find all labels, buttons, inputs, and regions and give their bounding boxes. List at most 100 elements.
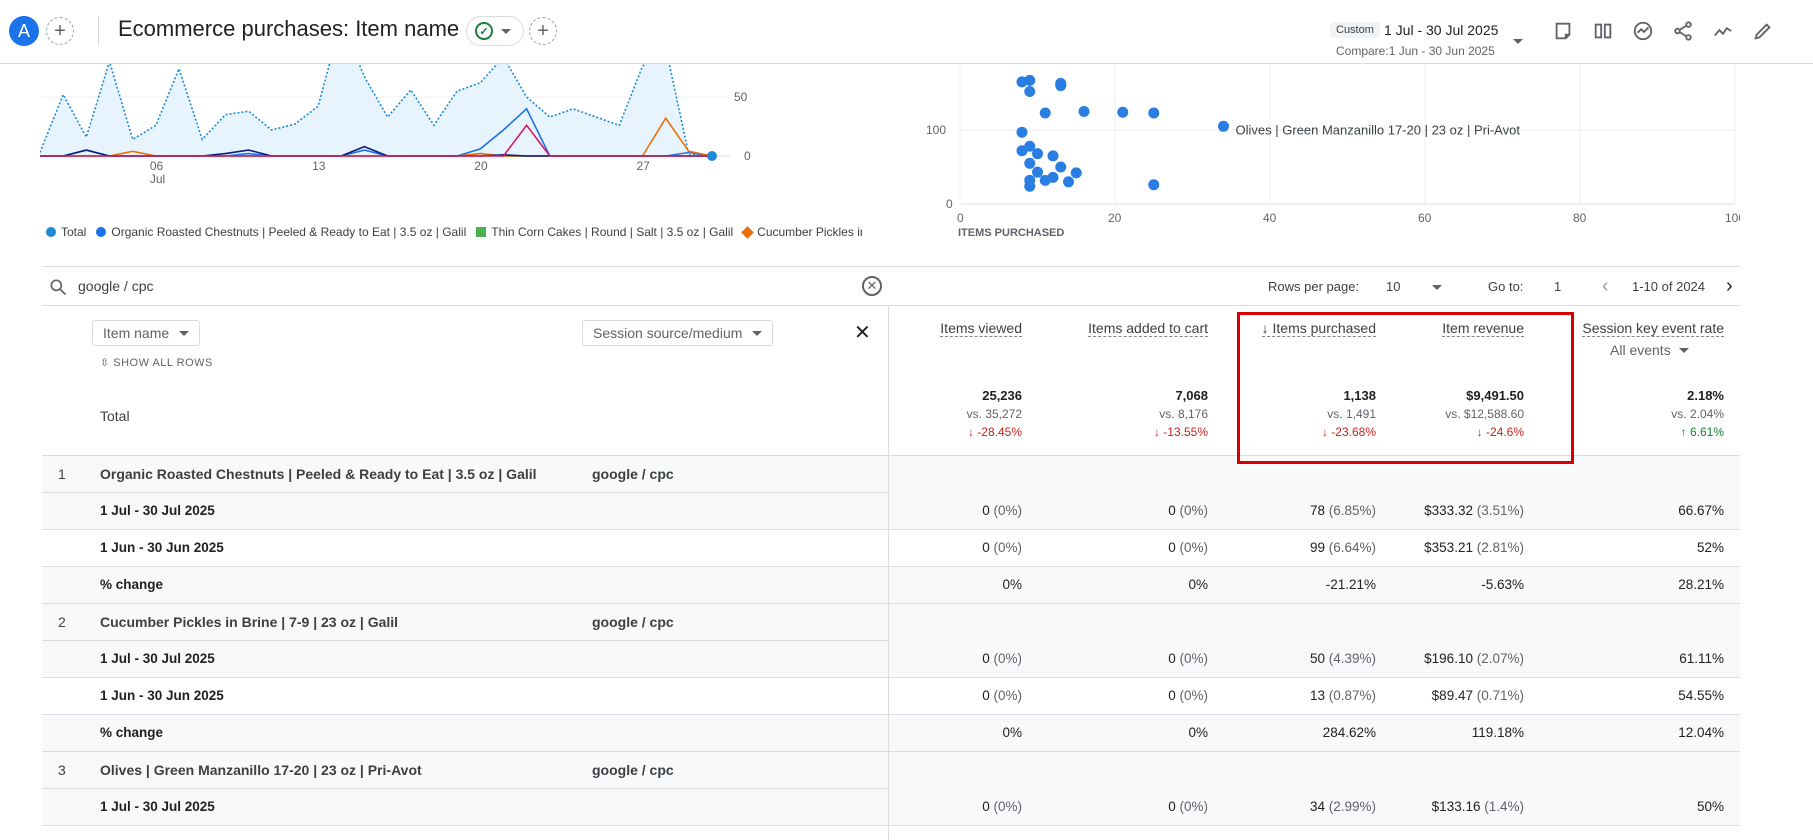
header-item-revenue[interactable]: Item revenue [1442, 320, 1524, 337]
total-compare-value: vs. 2.04% [1671, 407, 1724, 421]
add-filter-icon[interactable]: + [529, 17, 557, 45]
key-event-dropdown[interactable]: All events [1610, 342, 1689, 358]
metric-cell: 52% [1564, 540, 1724, 555]
metric-share: (4.39%) [1324, 651, 1376, 666]
legend-item[interactable]: Organic Roasted Chestnuts | Peeled & Rea… [96, 225, 466, 239]
metric-value: 0 [1168, 688, 1176, 703]
metric-cell: 50% [1564, 799, 1724, 814]
metric-value: 0% [1002, 725, 1022, 740]
header-items-viewed[interactable]: Items viewed [940, 320, 1022, 337]
remove-dimension-icon[interactable]: ✕ [854, 322, 871, 344]
metric-cell: 0 (0%) [1048, 651, 1208, 666]
metric-value: 0 [1168, 540, 1176, 555]
table-toolbar: google / cpc ✕ Rows per page: 10 Go to: … [42, 266, 1740, 306]
header-items-purchased[interactable]: ↓ Items purchased [1261, 320, 1376, 337]
metric-share: (0%) [989, 540, 1022, 555]
header-session-key-event-rate[interactable]: Session key event rate [1582, 320, 1724, 337]
avatar[interactable]: A [9, 16, 39, 46]
total-cell: 25,236 vs. 35,272 ↓ -28.45% [862, 388, 1022, 439]
metric-value: 284.62% [1322, 725, 1376, 740]
metric-cell: 0 (0%) [862, 503, 1022, 518]
row-period-label: 1 Jul - 30 Jul 2025 [100, 799, 215, 814]
metric-cell: $333.32 (3.51%) [1364, 503, 1524, 518]
date-dropdown-icon[interactable] [1513, 39, 1523, 44]
metric-value: 50% [1696, 799, 1724, 814]
date-mode-badge: Custom [1330, 22, 1380, 38]
primary-dimension-dropdown[interactable]: Item name [92, 320, 201, 346]
line-chart: 50 0 06 13 20 27 Jul [40, 64, 751, 186]
expand-icon: ⇳ [100, 357, 114, 369]
secondary-dimension-dropdown[interactable]: Session source/medium [582, 320, 774, 346]
bookmark-icon[interactable] [1548, 16, 1578, 46]
metric-cell: 34 (2.99%) [1216, 799, 1376, 814]
clear-search-icon[interactable]: ✕ [862, 276, 882, 296]
report-status-dropdown[interactable]: ✓ [466, 16, 524, 46]
point-annotation: Olives | Green Manzanillo 17-20 | 23 oz … [1236, 122, 1521, 137]
legend-item[interactable]: Total [46, 225, 86, 239]
column-divider [888, 306, 889, 840]
item-name[interactable]: Organic Roasted Chestnuts | Peeled & Rea… [100, 466, 537, 482]
prev-page-icon[interactable]: ‹ [1602, 275, 1609, 297]
scatter-point [1148, 107, 1160, 119]
item-name[interactable]: Olives | Green Manzanillo 17-20 | 23 oz … [100, 762, 422, 778]
metric-value: 99 [1309, 540, 1325, 555]
row-period-label: 1 Jul - 30 Jul 2025 [100, 651, 215, 666]
metric-value: 61.11% [1679, 651, 1724, 666]
scatter-point [1024, 180, 1036, 192]
rows-per-page-chevron-icon[interactable] [1432, 285, 1442, 290]
row-period-label: % change [100, 577, 164, 592]
scatter-point [1055, 161, 1067, 173]
scatter-point [1055, 77, 1067, 89]
metric-cell: 50 (4.39%) [1216, 651, 1376, 666]
metric-value: 0 [1168, 651, 1176, 666]
x-tick-label: 20 [474, 159, 488, 173]
scatter-point [1032, 148, 1043, 160]
total-compare-value: vs. 35,272 [966, 407, 1022, 421]
metric-value: 28.21% [1678, 577, 1724, 592]
header-items-added-to-cart[interactable]: Items added to cart [1088, 320, 1208, 337]
add-comparison-icon[interactable]: + [46, 17, 74, 45]
compare-icon[interactable] [1588, 16, 1618, 46]
chevron-down-icon [501, 28, 511, 34]
metric-value: 0 [982, 503, 990, 518]
goto-input[interactable]: 1 [1554, 279, 1562, 294]
scatter-point [1024, 157, 1036, 169]
metric-value: -5.63% [1481, 577, 1524, 592]
row-period-label: 1 Jun - 30 Jun 2025 [100, 540, 224, 555]
trend-icon[interactable] [1708, 16, 1738, 46]
row-index: 2 [58, 614, 66, 630]
x-tick-label: 40 [1263, 211, 1277, 225]
header-divider [98, 16, 99, 46]
metric-share: (0%) [989, 503, 1022, 518]
metric-value: 54.55% [1678, 688, 1724, 703]
scatter-point [1032, 166, 1043, 178]
diamond-marker-icon [741, 225, 755, 239]
metric-value: 0% [1002, 577, 1022, 592]
search-input[interactable]: google / cpc [78, 278, 154, 294]
metric-cell: $353.21 (2.81%) [1364, 540, 1524, 555]
source-medium: google / cpc [592, 762, 674, 778]
scatter-point [1047, 171, 1059, 183]
rows-per-page-select[interactable]: 10 [1386, 279, 1401, 294]
metric-cell: 61.11% [1564, 651, 1724, 666]
table-row: 1 Jul - 30 Jul 2025 0 (0%) 0 (0%) 50 (4.39%… [42, 641, 1740, 678]
next-page-icon[interactable]: › [1726, 275, 1733, 297]
share-icon[interactable] [1668, 16, 1698, 46]
metric-share: (2.81%) [1472, 540, 1524, 555]
date-compare[interactable]: Compare:1 Jun - 30 Jun 2025 [1336, 44, 1495, 58]
show-all-rows-label: SHOW ALL ROWS [113, 357, 213, 369]
date-range[interactable]: 1 Jul - 30 Jul 2025 [1384, 22, 1499, 38]
legend-label: Thin Corn Cakes | Round | Salt | 3.5 oz … [491, 225, 734, 239]
metric-value: 0 [982, 651, 990, 666]
legend-item[interactable]: Thin Corn Cakes | Round | Salt | 3.5 oz … [476, 225, 733, 239]
show-all-rows-button[interactable]: ⇳ SHOW ALL ROWS [100, 356, 213, 369]
insights-icon[interactable] [1628, 16, 1658, 46]
edit-icon[interactable] [1748, 16, 1778, 46]
metric-value: 34 [1309, 799, 1325, 814]
metric-value: 50 [1309, 651, 1325, 666]
table-row: 1 Jul - 30 Jul 2025 0 (0%) 0 (0%) 78 (6.85%… [42, 493, 1740, 530]
legend-item[interactable]: Cucumber Pickles in I [741, 225, 862, 239]
data-table: Item name Session source/medium ✕ ⇳ SHOW… [42, 306, 1740, 840]
item-name[interactable]: Cucumber Pickles in Brine | 7-9 | 23 oz … [100, 614, 399, 630]
total-change: ↓ -13.55% [1153, 425, 1208, 439]
